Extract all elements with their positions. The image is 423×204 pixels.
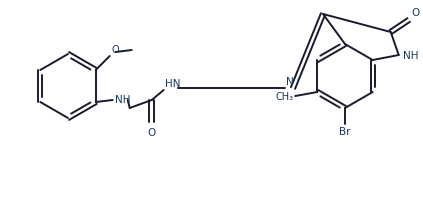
Text: O: O [412,8,420,18]
Text: O: O [148,127,156,137]
Text: CH₃: CH₃ [275,92,293,102]
Text: NH: NH [115,94,130,104]
Text: N: N [286,77,294,86]
Text: NH: NH [403,51,418,61]
Text: Br: Br [339,126,351,136]
Text: O: O [112,45,119,55]
Text: HN: HN [165,79,180,89]
